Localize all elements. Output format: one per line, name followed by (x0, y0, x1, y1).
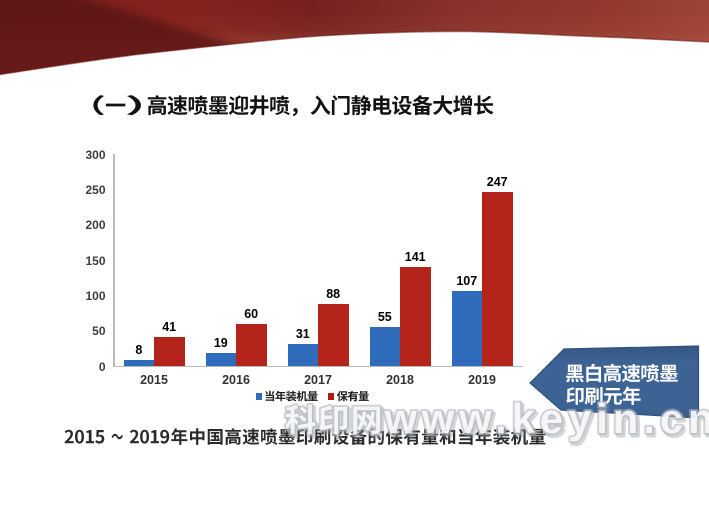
svg-text:www.keyin.cn: www.keyin.cn (384, 395, 709, 442)
svg-text:www.keyin.cn: www.keyin.cn (386, 397, 709, 444)
